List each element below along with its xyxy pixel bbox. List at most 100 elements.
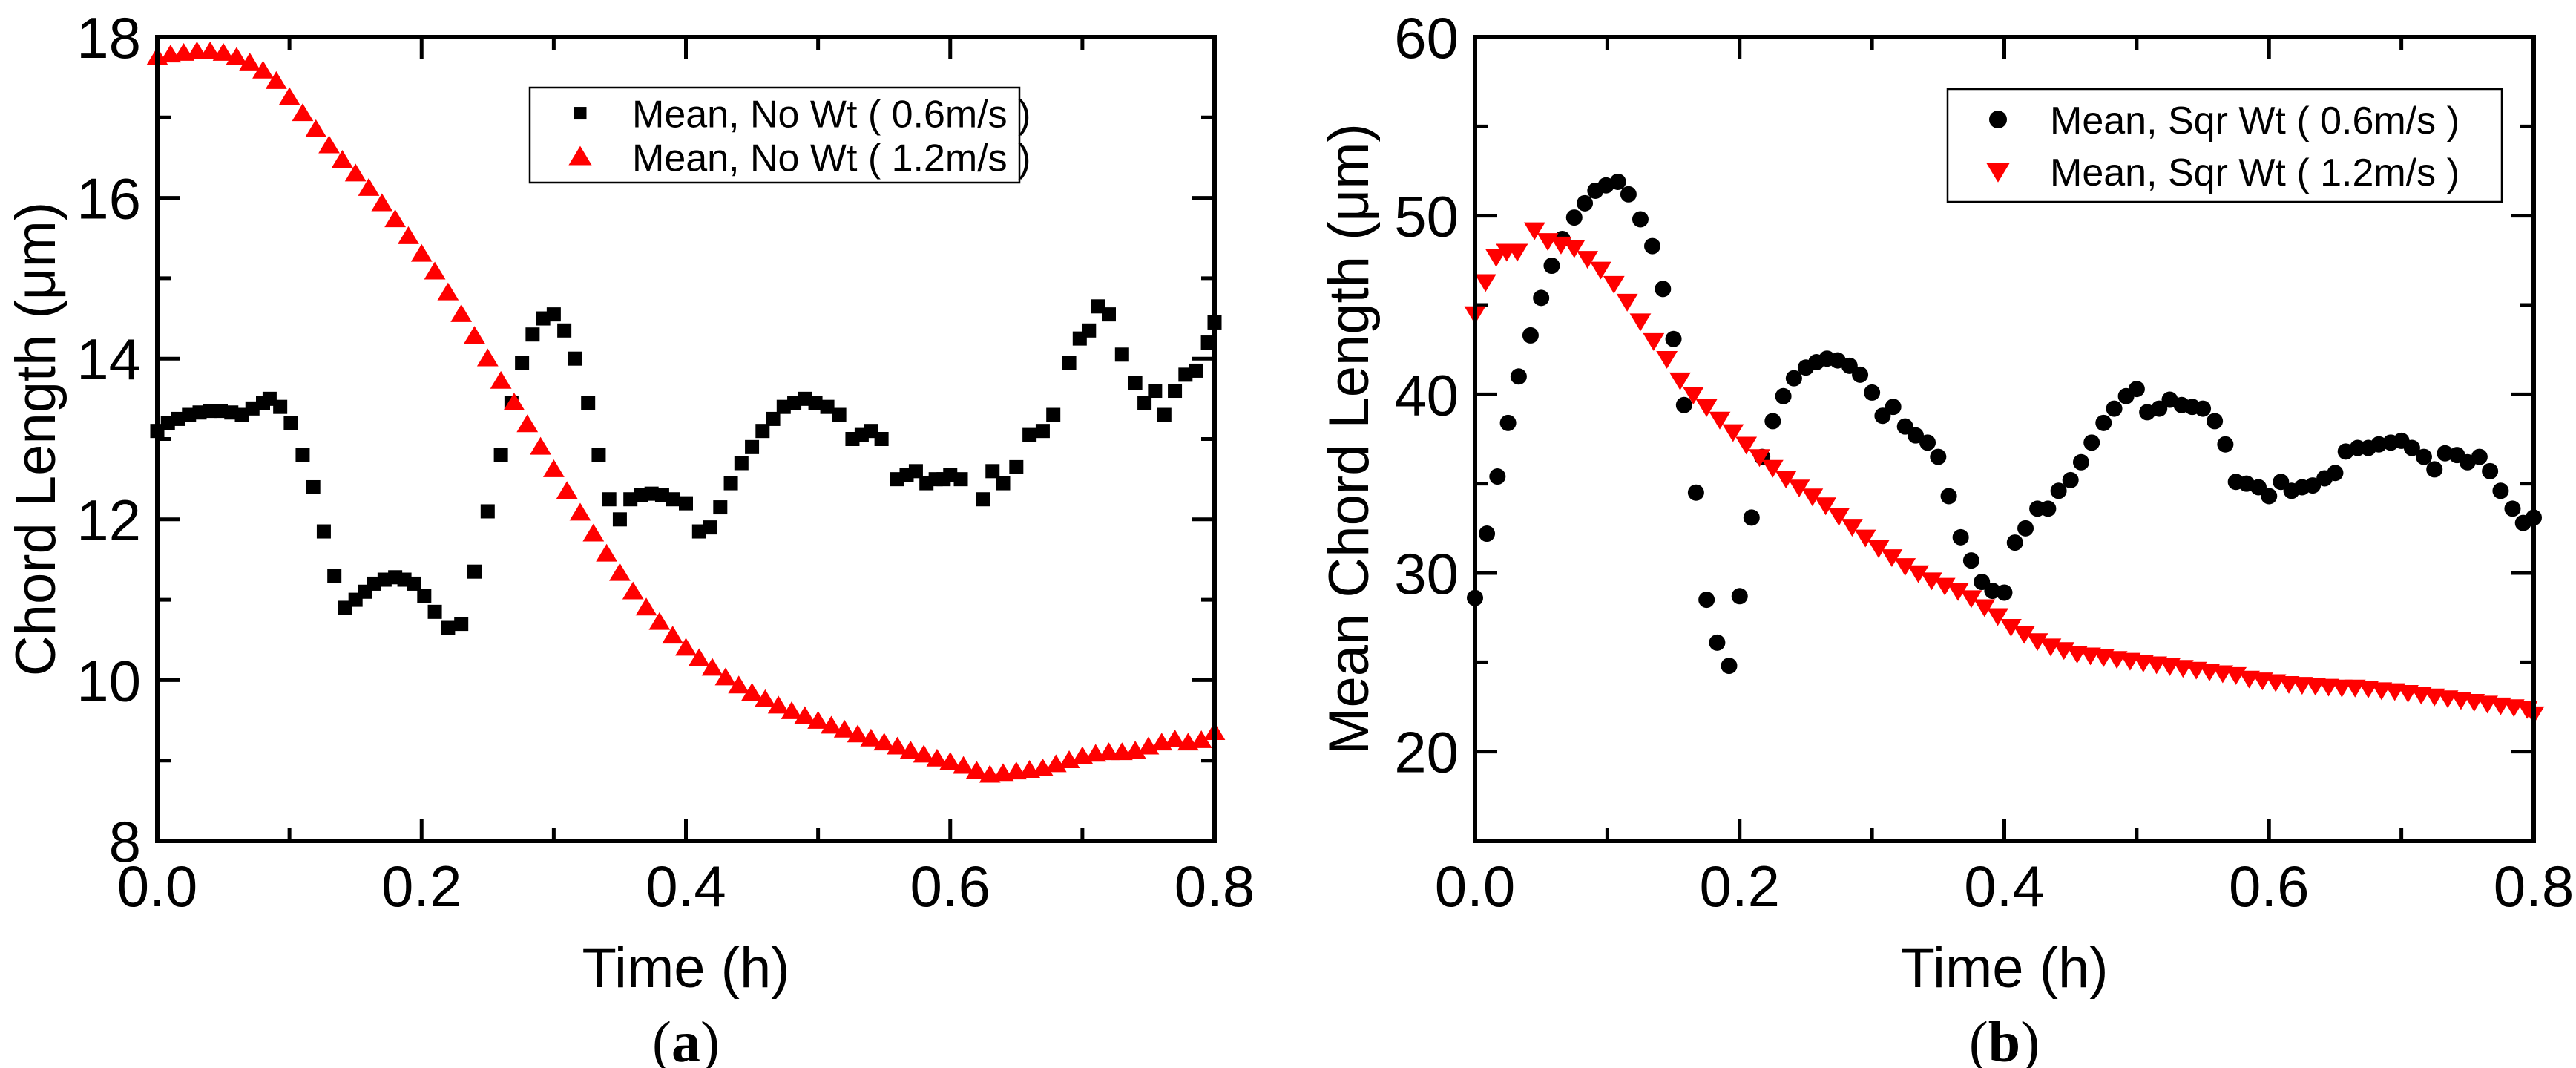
data-point bbox=[1189, 363, 1203, 378]
data-point bbox=[913, 744, 935, 763]
data-point bbox=[908, 464, 923, 479]
data-point bbox=[480, 504, 495, 519]
data-point bbox=[939, 752, 962, 770]
data-point bbox=[1962, 552, 1979, 569]
data-point bbox=[1908, 565, 1929, 583]
data-point bbox=[622, 581, 644, 600]
data-point bbox=[1629, 313, 1652, 332]
data-point bbox=[568, 351, 582, 366]
data-point bbox=[1722, 424, 1744, 442]
data-point bbox=[1609, 173, 1626, 190]
data-point bbox=[371, 193, 393, 212]
data-point bbox=[591, 448, 606, 462]
data-point bbox=[283, 416, 298, 430]
data-point bbox=[1828, 508, 1850, 526]
data-point bbox=[437, 282, 459, 301]
data-point bbox=[1952, 528, 1969, 546]
legend-marker bbox=[568, 145, 592, 166]
data-point bbox=[820, 399, 835, 414]
data-point bbox=[847, 724, 869, 743]
data-point bbox=[612, 512, 627, 527]
data-point bbox=[602, 492, 617, 507]
panel-label-letter: a bbox=[671, 1009, 700, 1068]
data-point bbox=[398, 226, 419, 244]
data-point bbox=[525, 327, 540, 342]
data-point bbox=[1881, 549, 1903, 568]
data-point bbox=[316, 524, 331, 539]
data-point bbox=[1643, 332, 1665, 351]
data-point bbox=[515, 356, 530, 370]
data-point bbox=[1695, 399, 1718, 417]
data-point bbox=[1157, 407, 1172, 422]
data-point bbox=[887, 736, 908, 755]
data-point bbox=[1687, 484, 1704, 501]
x-tick-label: 0.2 bbox=[1700, 854, 1780, 919]
data-point bbox=[542, 459, 565, 477]
data-point bbox=[1190, 730, 1212, 748]
data-point bbox=[1164, 729, 1186, 747]
data-point bbox=[295, 448, 310, 462]
data-point bbox=[1565, 209, 1583, 226]
data-point bbox=[2426, 461, 2443, 478]
data-point bbox=[1761, 459, 1784, 478]
data-point bbox=[899, 741, 921, 759]
data-point bbox=[2083, 434, 2100, 451]
y-tick-label: 16 bbox=[76, 166, 141, 232]
data-point bbox=[1128, 376, 1143, 390]
plot-frame bbox=[155, 35, 1217, 843]
data-point bbox=[1940, 488, 1957, 505]
y-tick-label: 18 bbox=[76, 5, 141, 71]
y-tick-label: 10 bbox=[76, 648, 141, 713]
x-tick-label: 0.0 bbox=[1435, 854, 1515, 919]
legend-label: Mean, No Wt ( 0.6m/s ) bbox=[632, 94, 1031, 137]
data-point bbox=[464, 326, 485, 344]
x-axis-title: Time (h) bbox=[1900, 937, 2108, 1000]
data-point bbox=[1867, 540, 1890, 558]
data-point bbox=[701, 658, 723, 676]
x-tick-label: 0.0 bbox=[117, 854, 197, 919]
data-point bbox=[1114, 347, 1129, 362]
data-point bbox=[996, 476, 1011, 491]
data-point bbox=[1698, 592, 1715, 609]
data-point bbox=[1735, 436, 1758, 455]
data-point bbox=[1656, 350, 1678, 369]
plot-frame bbox=[1473, 35, 2536, 843]
x-tick-label: 0.6 bbox=[2229, 854, 2309, 919]
data-point bbox=[265, 71, 287, 89]
data-point bbox=[556, 481, 578, 499]
data-point bbox=[1603, 275, 1625, 294]
series-2 bbox=[1464, 222, 2545, 724]
panel-label: (a) bbox=[652, 1009, 720, 1068]
data-point bbox=[1485, 249, 1507, 267]
data-point bbox=[1009, 459, 1024, 474]
data-point bbox=[781, 701, 803, 719]
data-point bbox=[1168, 384, 1183, 399]
data-point bbox=[530, 436, 551, 455]
y-tick-label: 60 bbox=[1394, 5, 1459, 71]
data-point bbox=[723, 476, 738, 491]
series-1 bbox=[1467, 173, 2542, 675]
data-point bbox=[965, 761, 988, 779]
data-point bbox=[305, 119, 327, 137]
data-point bbox=[662, 626, 684, 644]
data-point bbox=[410, 243, 433, 262]
legend-marker bbox=[1986, 163, 2010, 183]
y-tick-label: 14 bbox=[76, 327, 141, 392]
data-point bbox=[417, 589, 432, 603]
data-point bbox=[1987, 608, 2008, 626]
data-point bbox=[1506, 243, 1528, 262]
legend: Mean, No Wt ( 0.6m/s )Mean, No Wt ( 1.2m… bbox=[528, 86, 1031, 184]
data-point bbox=[490, 370, 512, 389]
legend-box bbox=[528, 86, 1021, 184]
data-point bbox=[424, 261, 446, 280]
data-point bbox=[2217, 436, 2234, 453]
data-point bbox=[976, 492, 990, 507]
x-tick-label: 0.2 bbox=[381, 854, 461, 919]
legend-box bbox=[1946, 88, 2503, 203]
data-point bbox=[713, 500, 728, 515]
y-axis-title: Chord Length (μm) bbox=[4, 202, 68, 676]
data-point bbox=[1523, 222, 1545, 240]
data-point bbox=[1543, 258, 1560, 275]
data-point bbox=[2006, 534, 2023, 551]
x-tick-label: 0.4 bbox=[1964, 854, 2044, 919]
